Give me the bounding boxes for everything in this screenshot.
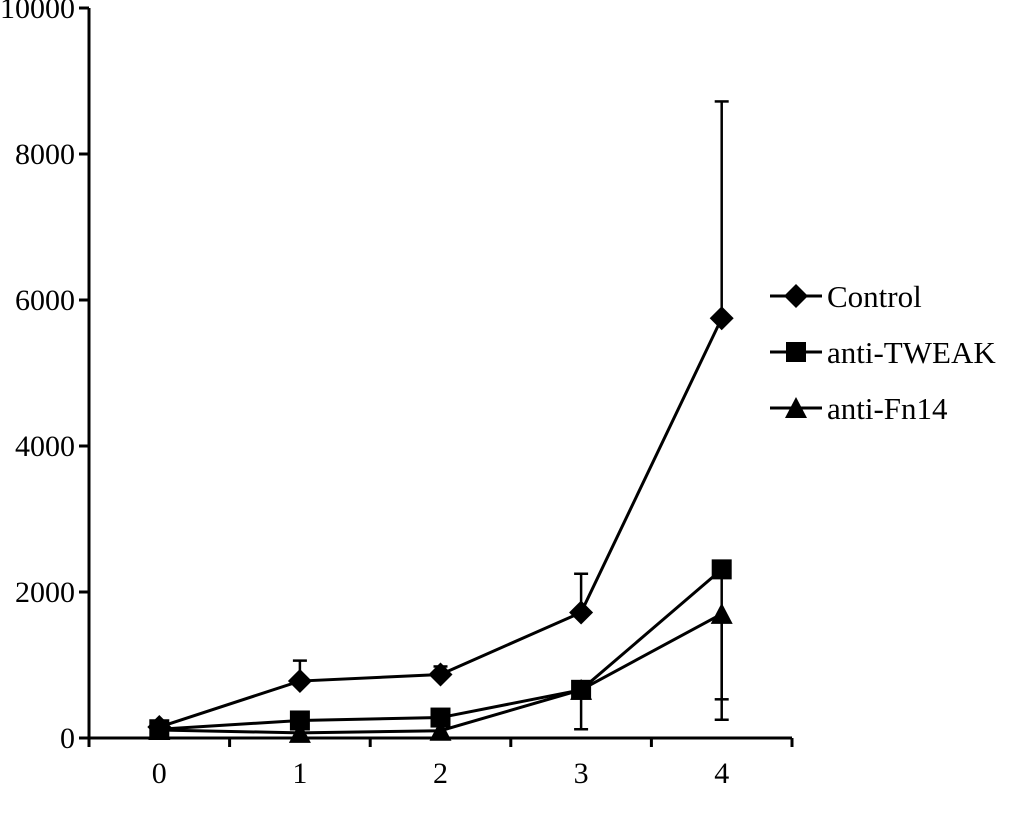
x-tick-label: 2 bbox=[433, 757, 448, 790]
legend-label-control: Control bbox=[827, 279, 922, 314]
data-point-anti-fn14 bbox=[148, 718, 171, 740]
x-tick-label: 3 bbox=[574, 757, 589, 790]
data-point-anti-fn14 bbox=[429, 719, 452, 741]
data-point-control bbox=[569, 600, 594, 625]
legend-label-anti-fn14: anti-Fn14 bbox=[827, 391, 948, 426]
series-markers bbox=[147, 306, 734, 743]
data-point-anti-fn14 bbox=[710, 602, 733, 624]
y-tick-label: 6000 bbox=[15, 284, 75, 317]
y-tick-label: 4000 bbox=[15, 430, 75, 463]
data-point-anti-fn14 bbox=[570, 678, 593, 700]
series-line-anti-tweak bbox=[159, 568, 723, 731]
legend-label-anti-tweak: anti-TWEAK bbox=[827, 335, 996, 370]
x-tick-label: 1 bbox=[292, 757, 307, 790]
error-bars bbox=[292, 100, 729, 731]
legend: Control anti-TWEAK anti-Fn14 bbox=[770, 279, 996, 426]
legend-marker-control bbox=[784, 284, 808, 308]
legend-marker-anti-tweak bbox=[786, 342, 806, 362]
y-tick-label: 0 bbox=[60, 722, 75, 755]
data-point-anti-fn14 bbox=[288, 721, 311, 743]
x-axis-ticks: 0 1 2 3 4 bbox=[87, 738, 794, 790]
x-tick-label: 0 bbox=[152, 757, 167, 790]
data-point-anti-tweak bbox=[711, 559, 732, 580]
data-point-anti-tweak bbox=[430, 707, 451, 728]
x-tick-label: 4 bbox=[714, 757, 729, 790]
y-tick-label: 10000 bbox=[0, 0, 75, 25]
data-point-control bbox=[709, 306, 734, 331]
y-tick-label: 8000 bbox=[15, 138, 75, 171]
y-axis-ticks: 0 2000 4000 6000 8000 10000 bbox=[0, 0, 89, 755]
data-point-control bbox=[287, 669, 312, 694]
data-point-control bbox=[428, 662, 453, 687]
y-tick-label: 2000 bbox=[15, 576, 75, 609]
data-point-anti-tweak bbox=[289, 710, 310, 731]
legend-marker-anti-fn14 bbox=[785, 397, 807, 418]
